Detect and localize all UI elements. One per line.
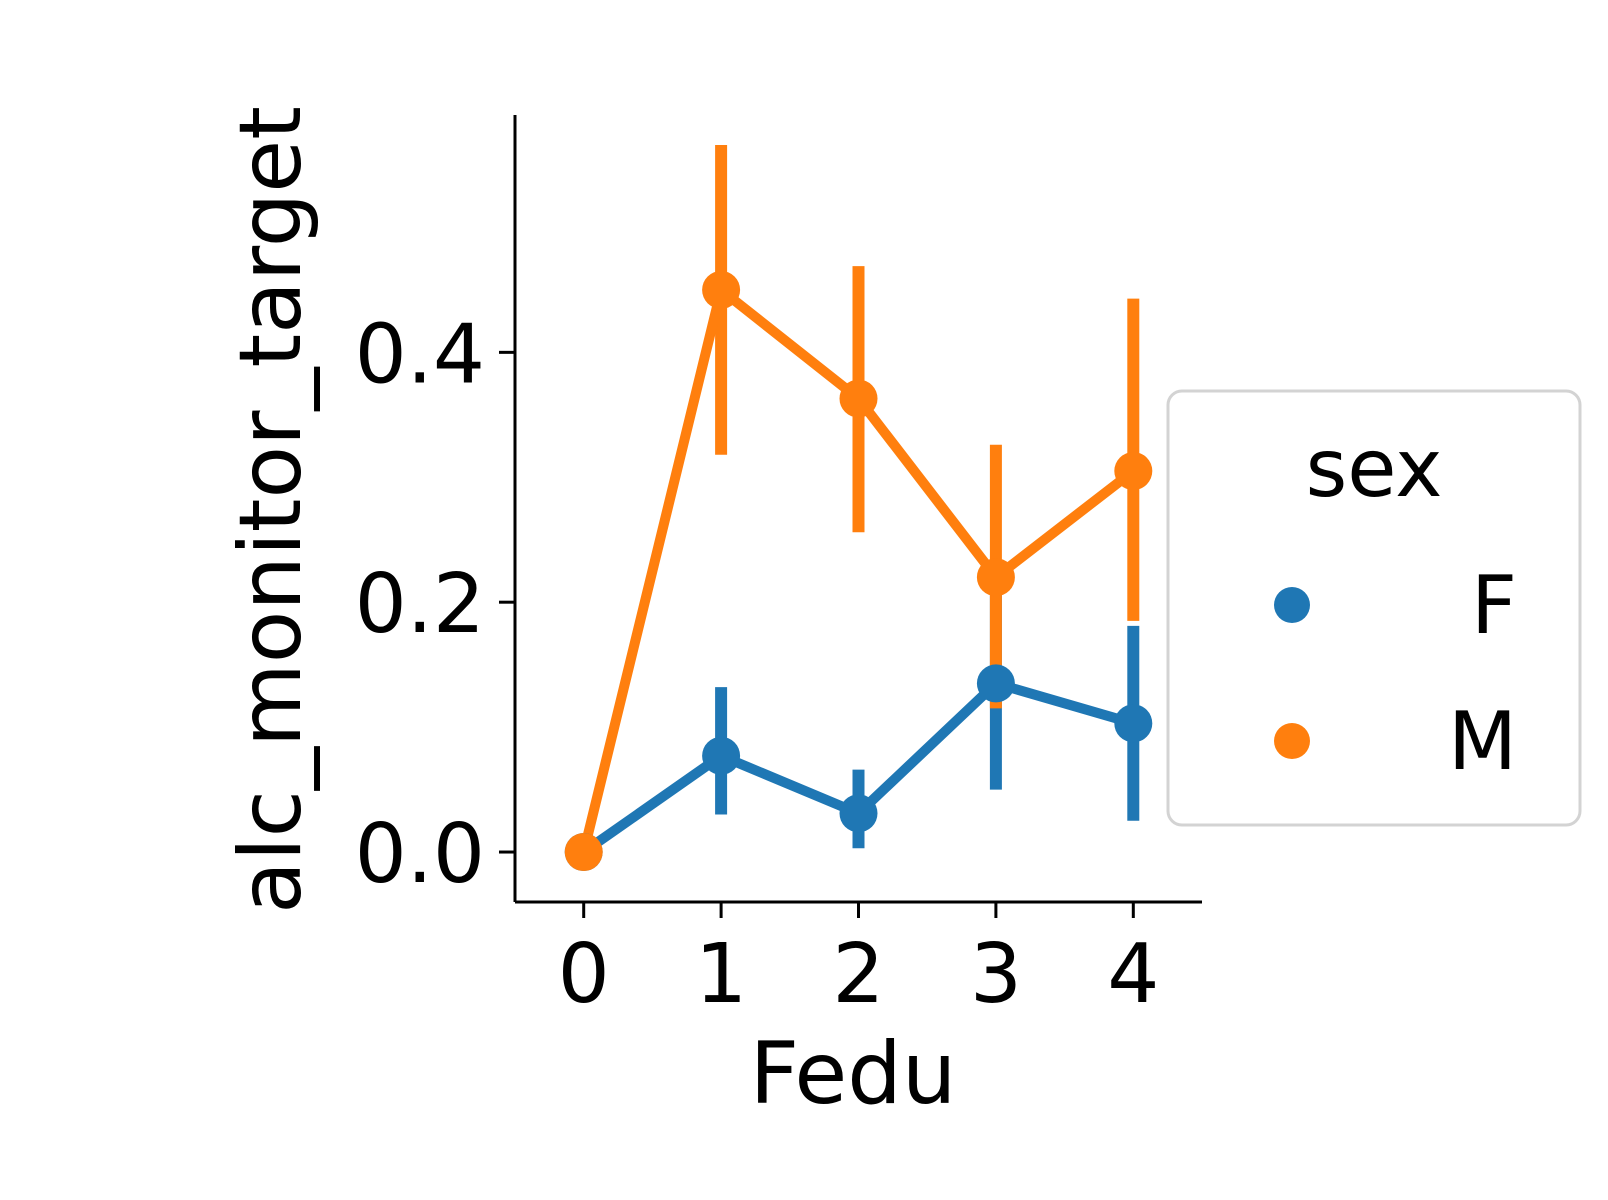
legend: sex FM: [1166, 389, 1582, 827]
data-point-f: [702, 736, 741, 775]
y-axis-title: alc_monitor_target: [221, 106, 321, 914]
data-point-m: [839, 379, 878, 418]
x-tick-label: 2: [832, 927, 884, 1022]
y-tick-label: 0.4: [355, 307, 485, 402]
y-tick-label: 0.2: [355, 557, 485, 652]
y-tick-label: 0.0: [355, 807, 485, 902]
legend-items: FM: [1274, 559, 1517, 788]
legend-marker-m: [1274, 723, 1310, 759]
legend-label-m: M: [1448, 695, 1517, 788]
x-tick-label: 0: [558, 927, 610, 1022]
data-point-m: [976, 558, 1015, 597]
x-axis-title: Fedu: [750, 1024, 957, 1124]
data-point-m: [564, 833, 603, 872]
legend-frame: [1166, 389, 1582, 827]
data-point-f: [839, 794, 878, 833]
legend-marker-f: [1274, 587, 1310, 623]
data-point-m: [1114, 452, 1153, 491]
legend-title: sex: [1306, 422, 1443, 515]
x-tick-label: 3: [970, 927, 1022, 1022]
data-point-m: [702, 270, 741, 309]
data-point-f: [976, 664, 1015, 703]
data-point-f: [1114, 704, 1153, 743]
x-tick-label: 1: [695, 927, 747, 1022]
x-tick-label: 4: [1107, 927, 1159, 1022]
series-points: [564, 270, 1153, 872]
legend-label-f: F: [1471, 559, 1517, 652]
axes: 0 1 2 3 4 0.0 0.2 0.4: [355, 115, 1202, 1022]
